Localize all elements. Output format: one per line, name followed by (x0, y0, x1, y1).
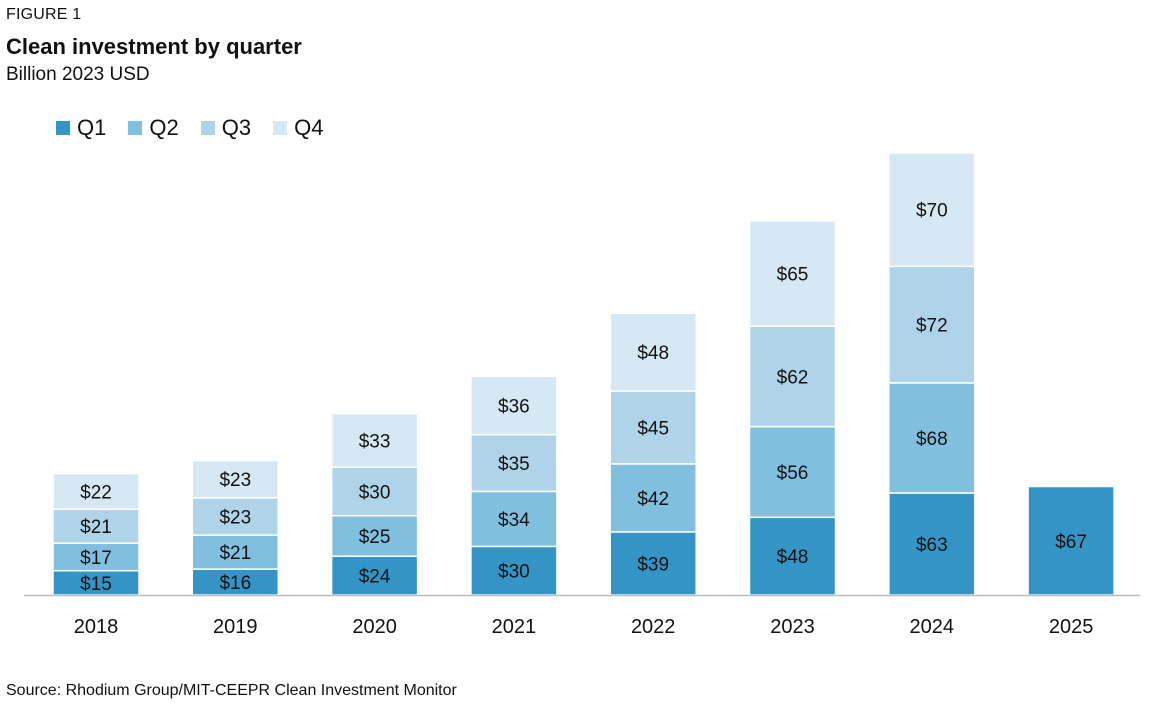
data-label-q2-2021: $34 (498, 510, 530, 531)
x-tick-label-2021: 2021 (492, 616, 537, 638)
legend-item-q3: Q3 (200, 115, 252, 141)
x-tick-label-2019: 2019 (213, 616, 258, 638)
data-label-q1-2025: $67 (1055, 532, 1087, 553)
data-label-q3-2020: $30 (359, 482, 391, 503)
data-label-q3-2023: $62 (777, 367, 809, 388)
bar-segment-q4-2019 (191, 459, 280, 499)
bar-segment-q4-2018 (52, 472, 140, 510)
chart-title: Clean investment by quarter (6, 34, 302, 59)
bar-segment-q3-2024 (888, 265, 976, 384)
legend-item-q4: Q4 (273, 115, 323, 141)
source-note: Source: Rhodium Group/MIT-CEEPR Clean In… (6, 682, 457, 699)
data-label-q3-2018: $21 (80, 517, 112, 538)
data-label-q3-2019: $23 (219, 508, 251, 529)
figure-label: FIGURE 1 (6, 6, 82, 23)
legend-swatch-q2 (128, 121, 143, 135)
data-label-q2-2022: $42 (637, 489, 669, 510)
bar-segment-q3-2022 (609, 390, 697, 465)
bar-segment-q4-2021 (470, 375, 558, 436)
data-label-q4-2021: $36 (498, 397, 530, 418)
x-tick-label-2022: 2022 (631, 616, 676, 638)
bar-segment-q3-2018 (52, 508, 140, 544)
data-label-q4-2019: $23 (219, 470, 251, 491)
bar-segment-q2-2022 (609, 463, 697, 533)
data-label-q2-2018: $17 (80, 548, 112, 569)
x-tick-label-2023: 2023 (770, 616, 815, 638)
bar-segment-q1-2022 (609, 531, 697, 596)
legend-label-q1: Q1 (77, 115, 107, 140)
bar-segment-q2-2021 (470, 490, 558, 548)
legend-label-q2: Q2 (149, 115, 179, 140)
bar-segment-q4-2023 (748, 220, 837, 327)
x-tick-label-2024: 2024 (910, 616, 955, 638)
bar-segment-q2-2024 (888, 382, 976, 494)
bar-segment-q4-2022 (609, 312, 697, 392)
bar-segment-q1-2021 (470, 545, 558, 596)
data-label-q3-2021: $35 (498, 454, 530, 475)
bar-segment-q3-2020 (330, 466, 419, 517)
data-label-q4-2020: $33 (359, 431, 391, 452)
data-label-q1-2021: $30 (498, 562, 530, 583)
data-label-q2-2024: $68 (916, 429, 948, 450)
bar-segment-q2-2020 (330, 514, 419, 557)
legend-label-q4: Q4 (294, 115, 324, 140)
data-label-q4-2018: $22 (80, 482, 112, 503)
data-label-q1-2020: $24 (359, 567, 391, 588)
data-label-q1-2022: $39 (637, 554, 669, 575)
chart-subtitle: Billion 2023 USD (6, 64, 150, 85)
bar-segment-q1-2024 (888, 492, 976, 596)
x-tick-label-2025: 2025 (1049, 616, 1094, 638)
data-label-q4-2023: $65 (777, 265, 809, 286)
bar-segment-q4-2020 (330, 412, 419, 468)
data-label-q1-2018: $15 (80, 574, 112, 595)
legend-item-q1: Q1 (56, 115, 106, 141)
data-label-q2-2023: $56 (777, 463, 809, 484)
bar-segment-q2-2019 (191, 534, 280, 570)
x-tick-label-2018: 2018 (74, 616, 119, 638)
legend-label-q3: Q3 (221, 115, 252, 140)
bar-segment-q2-2023 (748, 425, 837, 519)
legend-item-q2: Q2 (128, 115, 179, 141)
data-label-q2-2019: $21 (219, 543, 251, 564)
bar-segment-q3-2023 (748, 325, 837, 428)
data-label-q1-2019: $16 (219, 573, 251, 594)
data-label-q1-2023: $48 (777, 547, 809, 568)
data-label-q1-2024: $63 (916, 535, 948, 556)
bar-segment-q2-2018 (52, 542, 140, 572)
data-label-q4-2022: $48 (637, 343, 669, 364)
legend-swatch-q4 (273, 121, 288, 135)
data-label-q3-2024: $72 (916, 316, 948, 337)
legend: Q1 Q2 Q3 Q4 (56, 115, 323, 141)
bar-segment-q4-2024 (888, 152, 976, 268)
data-label-q4-2024: $70 (916, 201, 948, 222)
legend-swatch-q1 (56, 121, 70, 135)
data-label-q3-2022: $45 (637, 418, 669, 439)
x-tick-label-2020: 2020 (352, 616, 397, 638)
data-label-q2-2020: $25 (359, 527, 391, 548)
bar-segment-q3-2021 (470, 433, 558, 493)
bar-segment-q1-2025 (1027, 485, 1115, 596)
legend-swatch-q3 (200, 121, 215, 135)
